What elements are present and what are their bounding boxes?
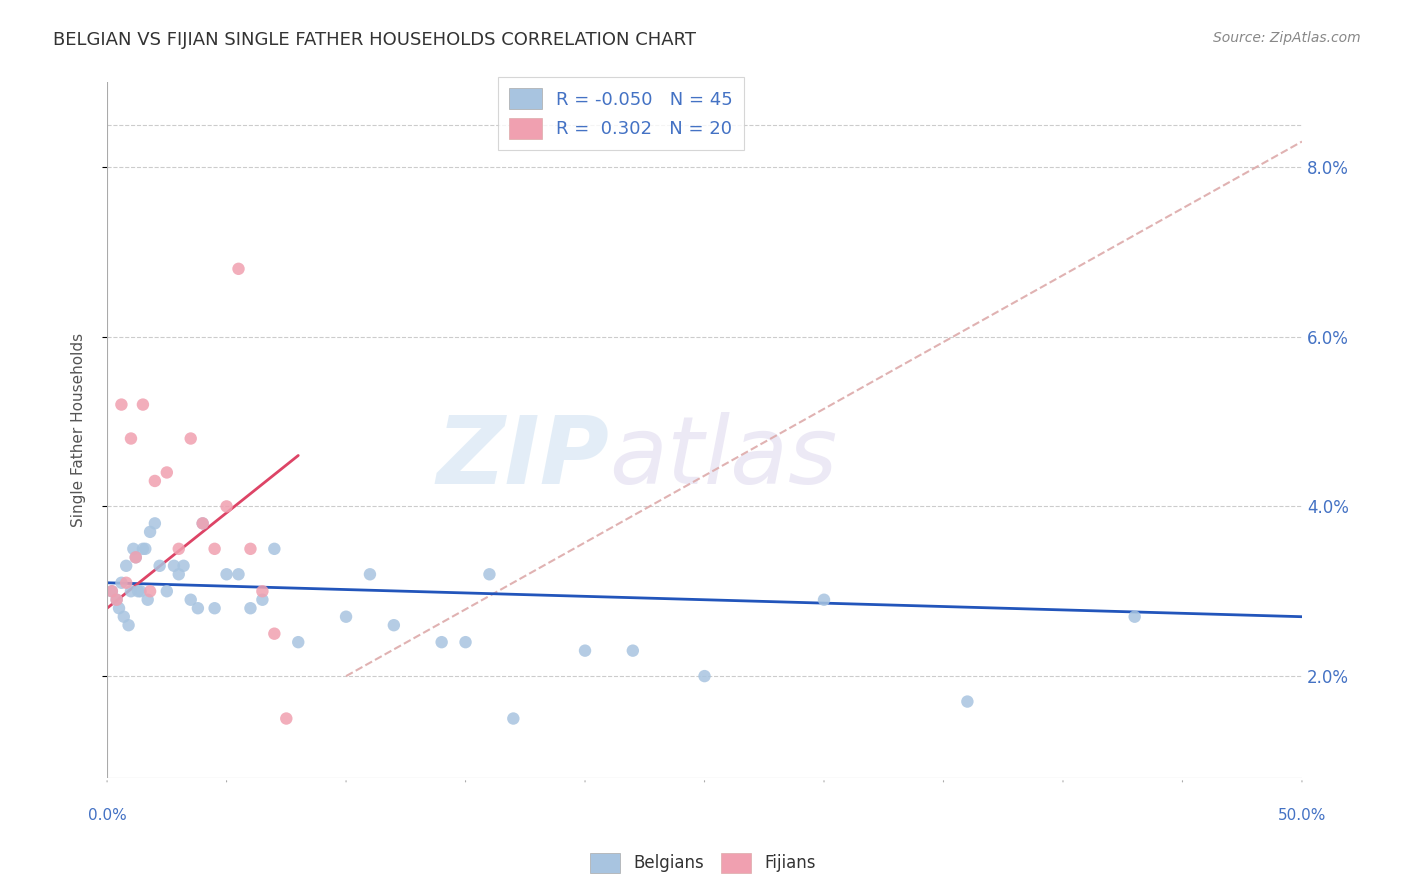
Legend: R = -0.050   N = 45, R =  0.302   N = 20: R = -0.050 N = 45, R = 0.302 N = 20 — [498, 78, 744, 150]
Point — [813, 592, 835, 607]
Point — [173, 558, 195, 573]
Point — [127, 584, 149, 599]
Point — [120, 432, 142, 446]
Text: atlas: atlas — [609, 412, 837, 503]
Point — [115, 575, 138, 590]
Point — [252, 592, 274, 607]
Point — [101, 584, 124, 599]
Point — [502, 712, 524, 726]
Point — [112, 609, 135, 624]
Point — [132, 398, 155, 412]
Text: 0.0%: 0.0% — [87, 808, 127, 823]
Point — [132, 541, 155, 556]
Point — [180, 592, 202, 607]
Point — [125, 550, 148, 565]
Point — [129, 584, 152, 599]
Point — [105, 592, 128, 607]
Point — [191, 516, 214, 531]
Point — [156, 466, 179, 480]
Point — [574, 643, 596, 657]
Point — [621, 643, 644, 657]
Point — [287, 635, 309, 649]
Text: BELGIAN VS FIJIAN SINGLE FATHER HOUSEHOLDS CORRELATION CHART: BELGIAN VS FIJIAN SINGLE FATHER HOUSEHOL… — [53, 31, 696, 49]
Point — [478, 567, 501, 582]
Text: Source: ZipAtlas.com: Source: ZipAtlas.com — [1213, 31, 1361, 45]
Point — [215, 500, 238, 514]
Point — [187, 601, 209, 615]
Point — [454, 635, 477, 649]
Text: 50.0%: 50.0% — [1278, 808, 1326, 823]
Point — [204, 541, 226, 556]
Point — [117, 618, 139, 632]
Point — [110, 398, 132, 412]
Point — [239, 541, 262, 556]
Point — [136, 592, 159, 607]
Point — [108, 601, 131, 615]
Text: ZIP: ZIP — [436, 412, 609, 504]
Point — [228, 567, 250, 582]
Point — [143, 516, 166, 531]
Point — [134, 541, 156, 556]
Point — [276, 712, 298, 726]
Point — [115, 558, 138, 573]
Point — [156, 584, 179, 599]
Point — [180, 432, 202, 446]
Point — [167, 567, 190, 582]
Point — [105, 592, 128, 607]
Point — [263, 626, 285, 640]
Point — [239, 601, 262, 615]
Point — [139, 524, 162, 539]
Point — [263, 541, 285, 556]
Point — [382, 618, 405, 632]
Point — [120, 584, 142, 599]
Point — [101, 584, 124, 599]
Point — [252, 584, 274, 599]
Point — [125, 550, 148, 565]
Point — [956, 695, 979, 709]
Point — [167, 541, 190, 556]
Point — [335, 609, 357, 624]
Point — [359, 567, 381, 582]
Point — [110, 575, 132, 590]
Point — [1123, 609, 1146, 624]
Legend: Belgians, Fijians: Belgians, Fijians — [583, 847, 823, 880]
Point — [430, 635, 453, 649]
Point — [139, 584, 162, 599]
Point — [215, 567, 238, 582]
Point — [143, 474, 166, 488]
Point — [228, 261, 250, 276]
Point — [191, 516, 214, 531]
Point — [149, 558, 172, 573]
Point — [122, 541, 145, 556]
Y-axis label: Single Father Households: Single Father Households — [72, 333, 86, 527]
Point — [693, 669, 716, 683]
Point — [163, 558, 186, 573]
Point — [204, 601, 226, 615]
